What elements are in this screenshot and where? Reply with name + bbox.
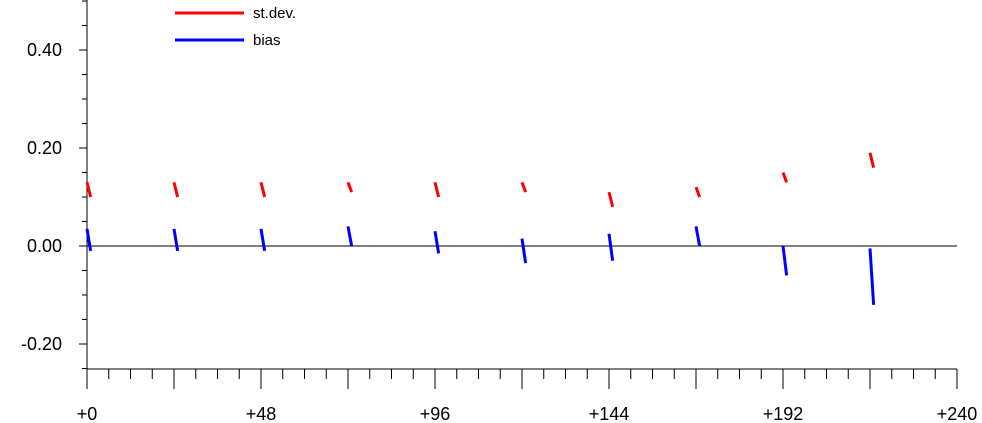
x-tick-label: +144: [589, 404, 630, 423]
y-tick-label: -0.20: [21, 334, 62, 354]
stdev-segment: [85, 181, 93, 198]
y-tick-label: 0.40: [27, 40, 62, 60]
bias-segment: [868, 248, 876, 305]
x-tick-label: +96: [420, 404, 451, 423]
series-bias: [85, 226, 876, 305]
series-layer: [85, 152, 876, 305]
y-tick-label: 0.20: [27, 138, 62, 158]
stdev-segment: [781, 171, 789, 183]
legend-label-stdev: st.dev.: [253, 5, 296, 22]
stdev-segment: [346, 181, 354, 193]
stdev-segment: [520, 181, 528, 193]
bias-segment: [346, 226, 354, 247]
stdev-segment: [868, 152, 876, 168]
bias-segment: [694, 226, 702, 247]
bias-segment: [85, 228, 93, 252]
stdev-segment: [433, 181, 441, 198]
x-tick-label: +0: [77, 404, 98, 423]
bias-segment: [433, 231, 441, 254]
bias-segment: [781, 245, 789, 276]
legend-label-bias: bias: [253, 32, 281, 49]
x-tick-label: +48: [246, 404, 277, 423]
bias-segment: [259, 228, 267, 252]
bias-segment: [172, 228, 180, 252]
x-tick-label: +192: [763, 404, 804, 423]
stdev-segment: [172, 181, 180, 198]
bias-segment: [607, 233, 615, 261]
stdev-segment: [607, 191, 615, 208]
bias-segment: [520, 238, 528, 264]
axes: 0.40 0.20 0.00 -0.20 +0 +48 +96 +144 +192 +240: [21, 0, 977, 423]
stdev-segment: [259, 181, 267, 198]
y-tick-label: 0.00: [27, 236, 62, 256]
legend: st.dev. bias: [175, 5, 296, 49]
stdev-segment: [694, 186, 702, 198]
series-stdev: [85, 152, 876, 208]
x-tick-label: +240: [937, 404, 978, 423]
